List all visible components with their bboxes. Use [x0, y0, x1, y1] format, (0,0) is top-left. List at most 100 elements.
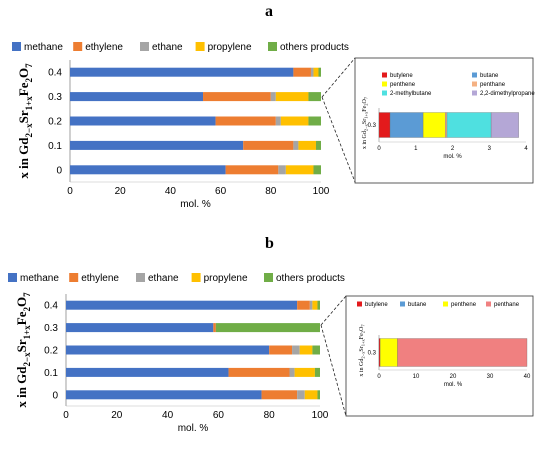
chart-a: methane ethylene ethane propylene others pro…	[12, 42, 349, 210]
legend-swatch-propylene	[195, 42, 205, 51]
bar-ethylene-x-0-1	[228, 367, 290, 377]
bar-ethane-x-0-2	[275, 116, 281, 126]
inset-y-axis-title: x in Gd2−xSr1+xFe2O7	[359, 324, 366, 377]
bar-ethylene-x-0-3	[203, 92, 271, 102]
x-tick-label: 20	[115, 186, 127, 197]
bar-methane-x-0-4	[70, 67, 294, 77]
x-tick-label: 0	[63, 410, 69, 421]
bar-methane-x-0-1	[66, 367, 229, 377]
legend-label-ethylene: ethylene	[81, 273, 119, 284]
inset-a-connectors	[321, 57, 356, 183]
panel-letter-a: a	[265, 3, 273, 20]
inset-y-tick-label: 0.3	[368, 351, 377, 357]
inset-legend-swatch-butylene	[357, 301, 362, 307]
inset-bar-butane	[389, 112, 424, 138]
inset-bar-penthene	[422, 112, 446, 138]
inset-x-tick-label: 0	[377, 374, 381, 380]
bar-others-products-x-0	[317, 390, 320, 400]
bar-others-products-x-0-3	[308, 92, 321, 102]
legend-swatch-propylene	[191, 273, 201, 282]
inset-x-tick-label: 30	[487, 374, 494, 380]
bar-others-products-x-0-2	[312, 345, 320, 355]
x-axis-title: mol. %	[180, 199, 211, 210]
legend-label-methane: methane	[24, 42, 63, 53]
y-tick-label: 0	[56, 165, 62, 176]
legend-swatch-ethylene	[69, 273, 79, 282]
inset-x-tick-label: 0	[377, 146, 381, 152]
inset-x-tick-label: 4	[524, 146, 528, 152]
x-tick-label: 60	[215, 186, 227, 197]
y-tick-label: 0	[52, 390, 58, 401]
bar-ethane-x-0-4	[309, 300, 313, 310]
legend-label-ethane: ethane	[152, 42, 183, 53]
legend-label-others-products: others products	[280, 42, 349, 53]
bar-methane-x-0-2	[66, 345, 270, 355]
y-tick-label: 0.4	[48, 68, 62, 79]
inset-bar-butylene	[378, 112, 391, 138]
bar-ethane-x-0-1	[289, 367, 295, 377]
bar-ethane-x-0-4	[310, 67, 314, 77]
bar-propylene-x-0	[285, 165, 314, 175]
legend-label-propylene: propylene	[204, 273, 248, 284]
bar-others-products-x-0	[313, 165, 321, 175]
bar-methane-x-0-1	[70, 140, 244, 150]
bar-ethane-x-0	[278, 165, 286, 175]
legend-swatch-others-products	[268, 42, 277, 51]
inset-x-tick-label: 2	[451, 146, 455, 152]
inset-legend-swatch-butane	[472, 72, 477, 78]
inset-legend-label-butylene: butylene	[390, 73, 413, 79]
y-tick-label: 0.3	[48, 92, 62, 103]
inset-legend-label-butane: butane	[408, 302, 427, 308]
bar-methane-x-0-4	[66, 300, 298, 310]
inset-legend-swatch-butylene	[382, 72, 387, 78]
bar-methane-x-0	[66, 390, 262, 400]
legend-label-others-products: others products	[276, 273, 345, 284]
inset-x-tick-label: 1	[414, 146, 418, 152]
bar-propylene-x-0-1	[294, 367, 315, 377]
panel-letter-b: b	[265, 235, 274, 252]
bar-propylene-x-0-4	[313, 67, 319, 77]
legend-label-propylene: propylene	[208, 42, 252, 53]
bar-propylene-x-0-4	[312, 300, 318, 310]
bar-methane-x-0-3	[70, 92, 204, 102]
inset-x-tick-label: 10	[413, 374, 420, 380]
legend-label-ethane: ethane	[148, 273, 179, 284]
bar-propylene-x-0-1	[298, 140, 316, 150]
x-tick-label: 100	[312, 410, 329, 421]
inset-legend-swatch-2-methylbutane	[382, 90, 387, 96]
inset-legend-swatch-penthene	[443, 301, 448, 307]
bar-others-products-x-0-1	[315, 140, 321, 150]
bar-propylene-x-0-2	[280, 116, 309, 126]
inset-x-axis-title: mol. %	[443, 154, 462, 160]
bar-ethylene-x-0-2	[269, 345, 293, 355]
legend-label-ethylene: ethylene	[85, 42, 123, 53]
bar-methane-x-0	[70, 165, 226, 175]
legend-swatch-ethane	[140, 42, 149, 51]
x-tick-label: 60	[213, 410, 225, 421]
inset-legend-swatch-penthene	[382, 81, 387, 87]
charts-layer: methane ethylene ethane propylene others pro…	[8, 42, 535, 434]
y-tick-label: 0.3	[44, 323, 58, 334]
x-tick-label: 40	[165, 186, 177, 197]
bar-ethylene-x-0	[225, 165, 279, 175]
y-tick-label: 0.1	[48, 141, 62, 152]
legend-swatch-methane	[8, 273, 17, 282]
bar-others-products-x-0-4	[317, 300, 320, 310]
bar-others-products-x-0-2	[308, 116, 321, 126]
x-tick-label: 0	[67, 186, 73, 197]
legend-label-methane: methane	[20, 273, 59, 284]
x-axis-title: mol. %	[178, 423, 209, 434]
bar-ethane-x-0-3	[270, 92, 276, 102]
inset-bar-butylene	[378, 338, 381, 367]
inset-bar-penthane	[444, 112, 448, 138]
inset-bar-penthene	[379, 338, 398, 367]
legend-swatch-ethane	[136, 273, 145, 282]
bar-ethane-x-0	[297, 390, 305, 400]
inset-b-connectors	[320, 295, 347, 417]
inset-y-tick-label: 0.3	[368, 123, 377, 129]
inset-legend-swatch-2-2-dimethylpropane	[472, 90, 477, 96]
inset-x-tick-label: 3	[488, 146, 492, 152]
bar-propylene-x-0-3	[275, 92, 309, 102]
inset-legend-swatch-butane	[400, 301, 405, 307]
